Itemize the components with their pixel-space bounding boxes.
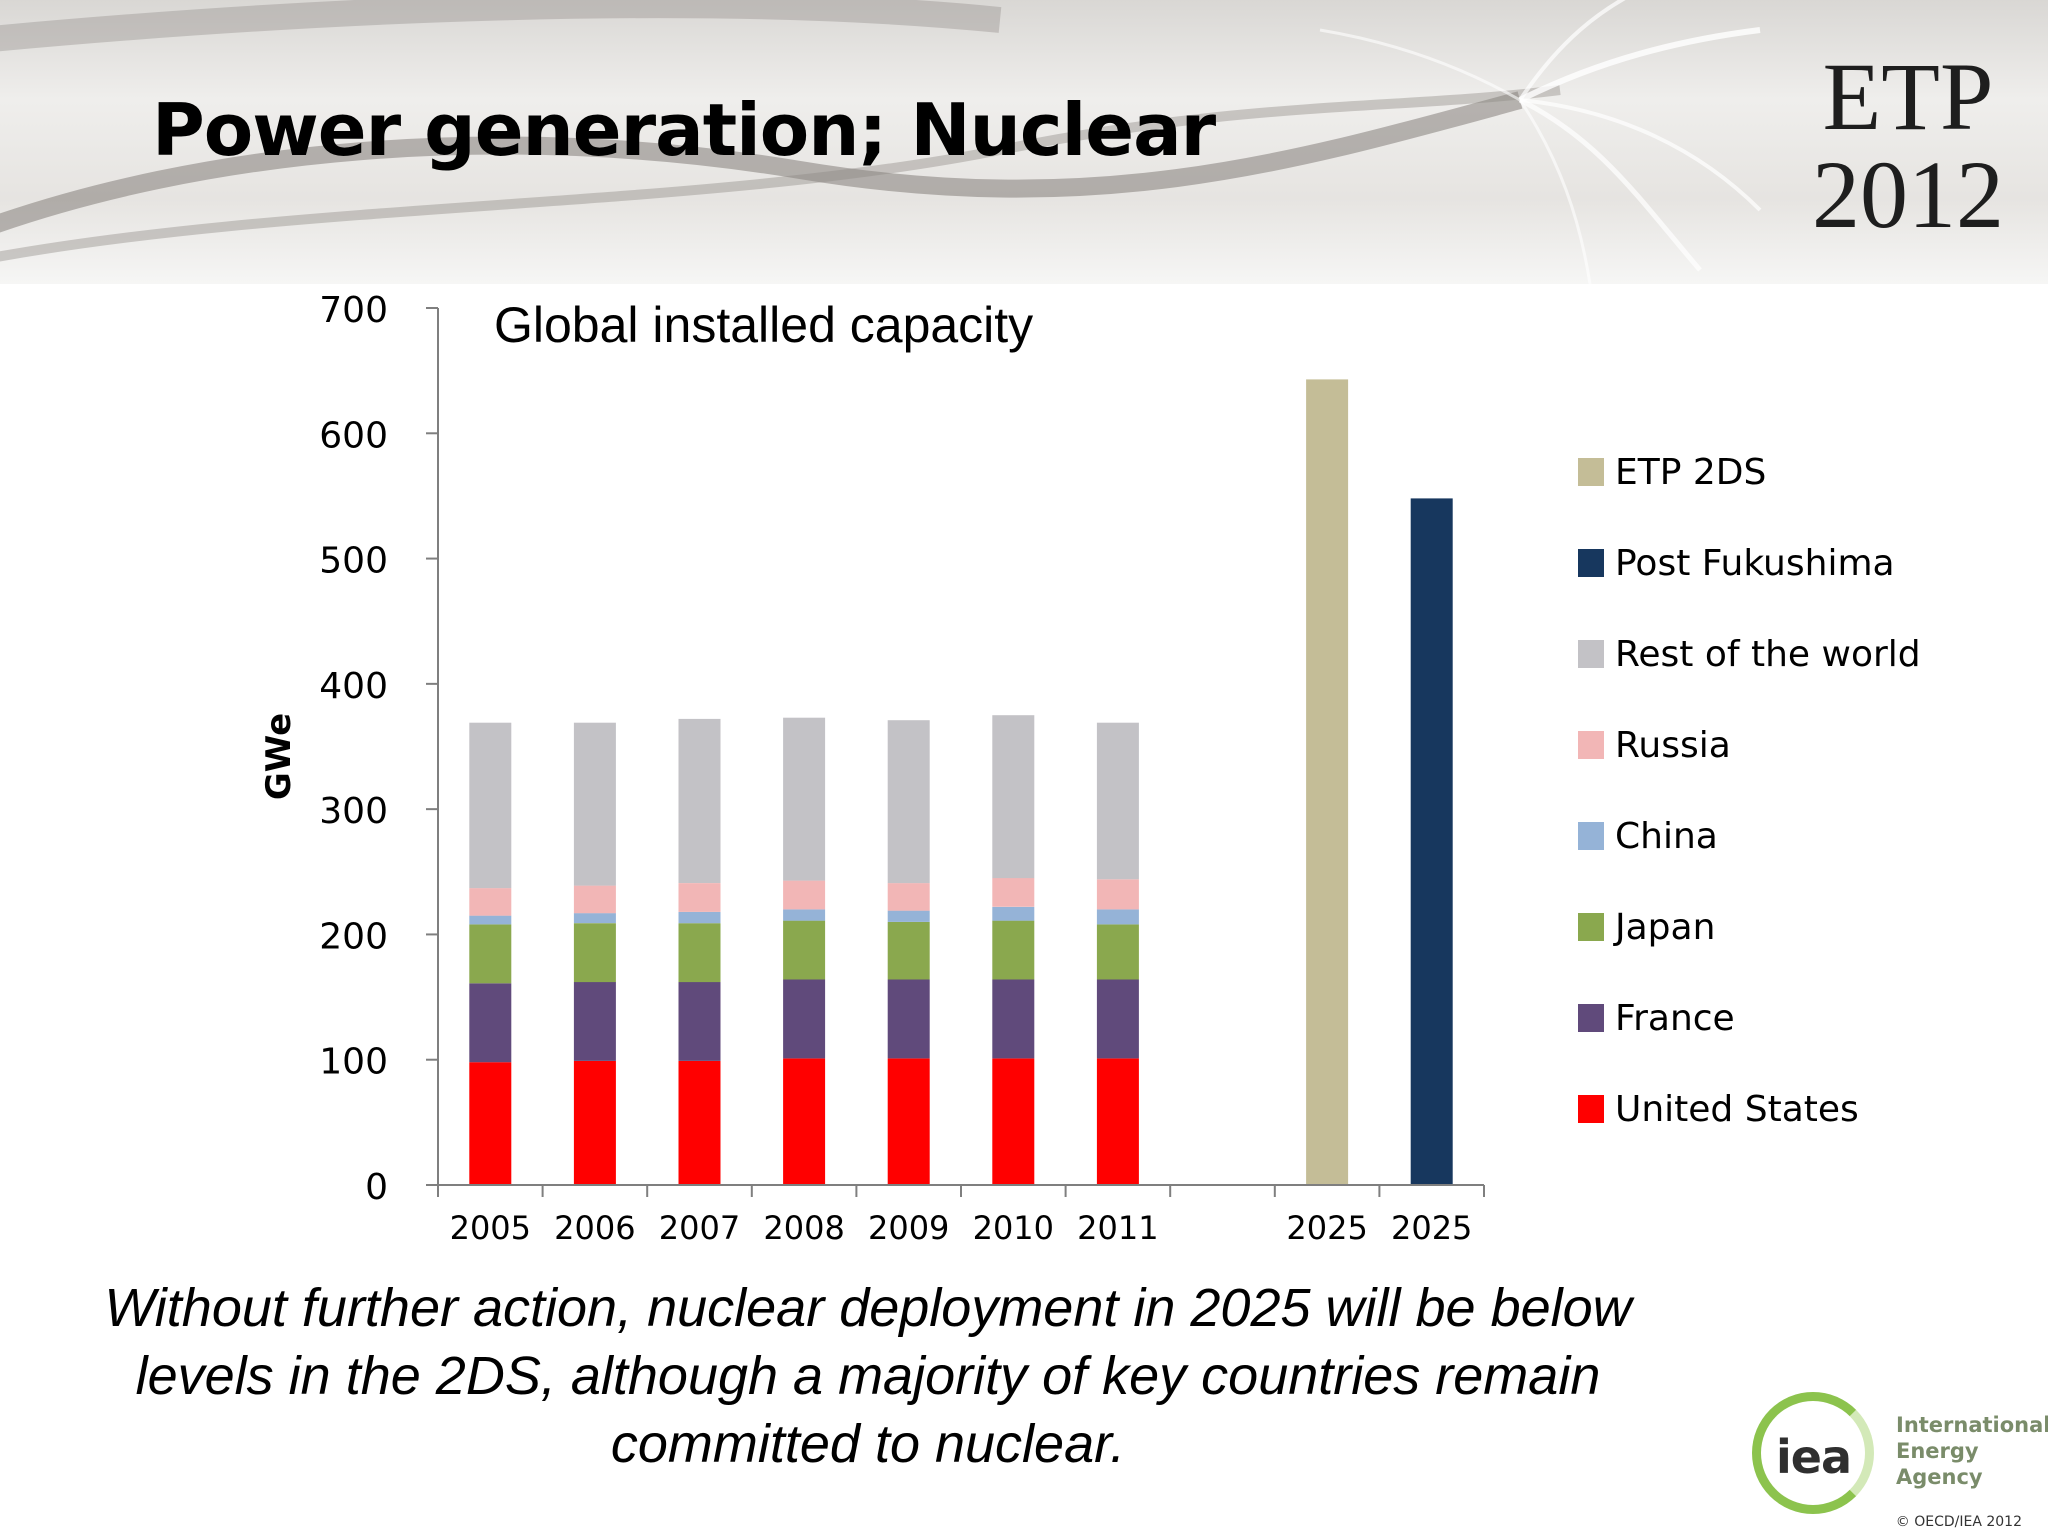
x-tick-label: 2011 [1077,1209,1158,1247]
bar-post-fukushima-9 [1410,498,1453,1185]
bar-rest-of-the-world-0 [469,722,512,889]
x-tick-label: 2006 [554,1209,635,1247]
iea-logo-name-line2: Energy Agency [1896,1439,1983,1489]
legend-swatch [1578,1095,1604,1123]
bar-united-states-1 [573,1061,616,1185]
bar-china-1 [573,913,616,924]
y-tick-label: 0 [365,1167,388,1208]
legend-label: ETP 2DS [1615,452,1766,493]
chart-axes: 0 100 200 300 400 500 600 700 2005 2006 2007 2008 20… [259,290,1485,1247]
etp-badge-line2: 2012 [1812,141,2004,248]
etp-badge-line1: ETP [1822,43,1994,150]
y-tick-label: 700 [319,290,388,331]
x-tick-label: 2010 [973,1209,1054,1247]
legend-swatch [1578,640,1604,668]
bar-united-states-0 [469,1062,512,1185]
bar-rest-of-the-world-2 [678,718,721,883]
bar-china-4 [887,910,930,922]
bar-china-3 [783,909,826,921]
bar-etp-2ds-8 [1306,379,1349,1185]
chart-legend: ETP 2DS Post Fukushima Rest of the world Ru… [1578,452,1921,1130]
banner-swirl-decoration [0,0,1762,284]
bar-rest-of-the-world-5 [992,715,1035,879]
y-tick-label: 100 [319,1042,388,1083]
bar-united-states-4 [887,1058,930,1185]
x-tick-label: 2025 [1391,1209,1472,1247]
legend-label: Russia [1615,725,1731,766]
iea-logo-name: International Energy Agency [1896,1412,2048,1490]
bar-japan-5 [992,920,1035,980]
bar-france-6 [1096,979,1139,1059]
bar-united-states-3 [783,1058,826,1185]
bar-japan-0 [469,924,512,984]
bar-france-3 [783,979,826,1059]
header-banner [0,0,2048,284]
bar-japan-6 [1096,924,1139,980]
legend-label: France [1615,998,1735,1039]
iea-logo-name-line1: International [1896,1413,2048,1437]
bar-russia-4 [887,883,930,911]
bar-japan-1 [573,923,616,983]
bar-france-1 [573,982,616,1061]
copyright-notice: © OECD/IEA 2012 [1895,1514,2022,1530]
etp-badge: ETP 2012 [1812,48,2004,244]
y-tick-label: 400 [319,666,388,707]
legend-label: China [1615,816,1718,857]
legend-label: United States [1615,1089,1859,1130]
bar-china-2 [678,911,721,924]
capacity-chart: 0 100 200 300 400 500 600 700 2005 2006 2007 2008 20… [259,290,1921,1247]
y-tick-label: 500 [319,541,388,582]
x-tick-label: 2009 [868,1209,949,1247]
iea-logo: iea International Energy Agency [1752,1386,2048,1532]
y-tick-label: 200 [319,916,388,957]
legend-label: Rest of the world [1615,634,1921,675]
legend-swatch [1578,822,1604,850]
x-tick-label: 2008 [763,1209,844,1247]
legend-label: Post Fukushima [1615,543,1895,584]
iea-logo-mark: iea [1776,1430,1852,1484]
bar-france-4 [887,979,930,1059]
bar-rest-of-the-world-4 [887,720,930,884]
y-axis-title: GWe [259,713,299,800]
x-tick-label: 2005 [450,1209,531,1247]
legend-swatch [1578,731,1604,759]
legend-swatch [1578,458,1604,486]
bar-rest-of-the-world-6 [1096,722,1139,880]
bar-russia-6 [1096,879,1139,910]
bar-japan-2 [678,923,721,983]
legend-label: Japan [1613,907,1715,948]
bar-russia-2 [678,883,721,912]
bar-rest-of-the-world-3 [783,717,826,881]
bar-united-states-5 [992,1058,1035,1185]
bar-japan-3 [783,920,826,980]
iea-logo-ring [1752,1392,1874,1514]
legend-swatch [1578,1004,1604,1032]
slide-footnote: Without further action, nuclear deployme… [104,1278,1632,1474]
bar-france-5 [992,979,1035,1059]
x-tick-label: 2025 [1286,1209,1367,1247]
bar-russia-3 [783,880,826,910]
legend-swatch [1578,913,1604,941]
bar-japan-4 [887,921,930,980]
x-tick-label: 2007 [659,1209,740,1247]
slide-title: Power generation; Nuclear [152,88,1216,172]
bar-russia-5 [992,878,1035,907]
y-tick-label: 300 [319,791,388,832]
bar-china-6 [1096,909,1139,925]
legend-swatch [1578,549,1604,577]
bar-france-2 [678,982,721,1061]
chart-plot-area [469,379,1453,1185]
bar-united-states-2 [678,1061,721,1185]
chart-title: Global installed capacity [494,297,1034,353]
bar-russia-0 [469,888,512,916]
bar-china-5 [992,906,1035,921]
bar-china-0 [469,915,512,925]
bar-france-0 [469,983,512,1063]
bar-rest-of-the-world-1 [573,722,616,886]
bar-russia-1 [573,885,616,914]
y-tick-label: 600 [319,415,388,456]
bar-united-states-6 [1096,1058,1139,1185]
